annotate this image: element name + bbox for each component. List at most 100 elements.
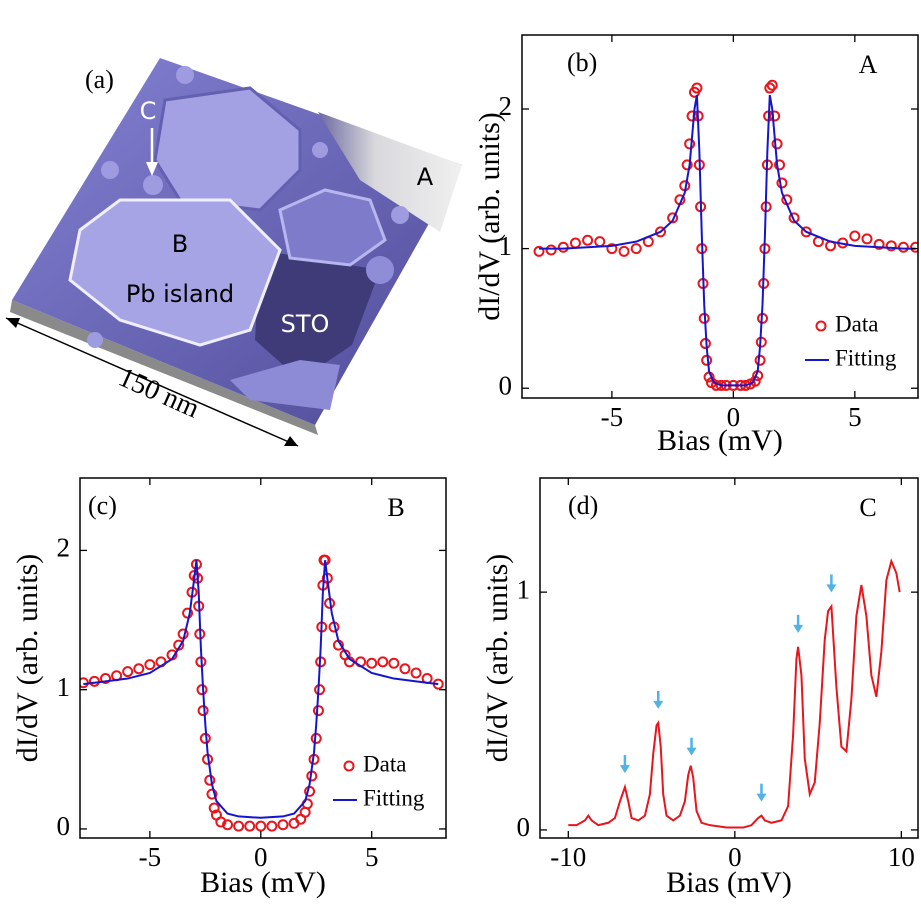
data-point [197,705,209,717]
data-point [691,82,703,94]
panel-label: (b) [567,48,597,77]
y-tick-label: 0 [57,811,71,841]
plot: -5 0 5 0 1 2 (c) B Bias (mV) dI/dV (arb. units) Da… [11,477,447,899]
data-point [684,138,696,150]
x-tick-label: 0 [727,402,741,432]
data-point [754,354,766,366]
small-island [143,175,163,195]
series-line [568,558,901,829]
data-point [377,656,389,668]
y-tick-label: 1 [57,672,71,702]
scale-line [5,317,299,447]
data-point [788,212,800,224]
y-tick-label: 0 [517,812,531,842]
x-axis-label: Bias (mV) [657,424,783,457]
annotation: C [859,493,876,522]
data-point [410,667,422,679]
arrow-head [619,765,630,774]
data-point [618,245,630,257]
y-tick-label: 2 [499,91,513,121]
data-point [630,243,642,255]
small-island [176,66,194,84]
legend-label: Fitting [835,345,897,370]
arrow-head [793,624,804,633]
panel-label: (d) [568,491,598,520]
small-island [391,206,409,224]
plot-area [533,79,918,391]
scale-arrow [6,318,20,328]
y-axis-label: dI/dV (arb. units) [481,554,514,763]
small-island [366,256,394,284]
data-point [545,244,557,256]
arrow-head [686,747,697,756]
annotation: A [859,50,878,79]
data-point [701,354,713,366]
y-tick-label: 0 [499,370,513,400]
plot: -10 0 10 0 1 (d) C Bias (mV) dI/dV (arb. units) [481,477,919,899]
data-point [582,234,594,246]
legend-label: Data [835,311,878,336]
data-point [569,237,581,249]
step-region [318,112,462,232]
panel-label: (a) [85,65,114,94]
data-point [606,243,618,255]
peak-arrow [756,783,767,802]
x-tick-label: -10 [550,842,586,872]
peak-arrow [793,614,804,633]
arrow-head [653,700,664,709]
arrow-head [756,793,767,802]
legend-label: Fitting [363,785,425,810]
data-point [133,663,145,675]
scale-arrow [284,436,298,446]
island [230,360,340,410]
data-point [910,241,918,253]
data-point [182,607,194,619]
x-axis-label: Bias (mV) [200,866,326,899]
data-point [100,673,112,685]
peak-arrow [686,737,697,756]
small-island [101,161,119,179]
arrow-head [826,584,837,593]
x-tick-label: 5 [848,402,862,432]
x-tick-label: 10 [888,842,915,872]
data-point [206,788,218,800]
substrate-label: STO [281,310,330,338]
topography-image: (a) C A B Pb island STO 150 nm [5,58,462,447]
data-point [769,110,781,122]
axes-frame [521,34,919,399]
data-point [861,233,873,245]
data-point [215,816,227,828]
data-point [222,819,234,831]
y-tick-label: 2 [57,533,71,563]
data-point [594,236,606,248]
image-edge [10,300,318,435]
peak-arrow [619,755,630,774]
region-label: B [172,230,188,258]
data-point [686,110,698,122]
y-axis-label: dI/dV (arb. units) [473,112,506,321]
data-point [764,82,776,94]
tip-label: C [140,97,157,125]
data-point [388,657,400,669]
region-label: A [417,163,434,191]
tip-arrow-head [146,162,158,176]
data-point [255,820,267,832]
data-point [399,663,411,675]
small-island [312,142,328,158]
x-tick-label: 5 [365,842,379,872]
y-axis-label: dI/dV (arb. units) [11,554,44,763]
data-point [681,159,693,171]
data-point [774,159,786,171]
axes-frame [539,477,919,839]
legend-label: Data [363,751,406,776]
axes-frame [79,477,447,839]
data-point [873,238,885,250]
data-point [800,226,812,238]
data-point [667,212,679,224]
plot-area [568,558,901,829]
plot: -5 0 5 0 1 2 (b) A Bias (mV) dI/dV (arb. units) Da… [473,34,919,457]
sto-region [255,250,380,380]
data-point [204,774,216,786]
